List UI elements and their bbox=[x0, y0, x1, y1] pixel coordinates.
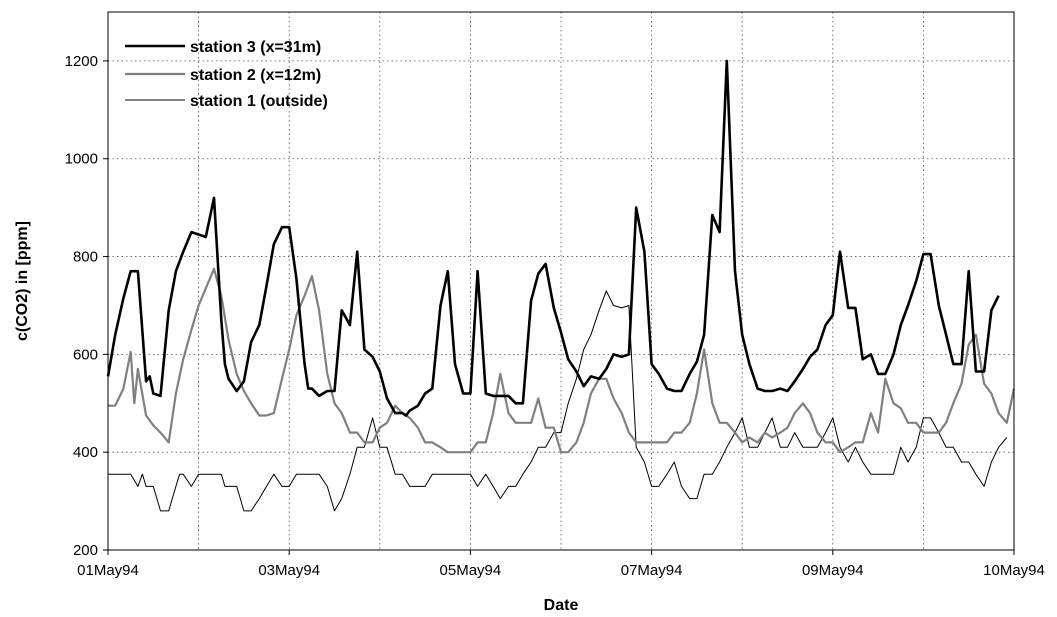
axis-ticks: 200 400 600 800 1000 1200 01May94 03May94 05May9… bbox=[65, 53, 1045, 579]
y-tick-label: 400 bbox=[73, 444, 98, 461]
series-line-station-1 bbox=[108, 290, 1008, 512]
x-tick-label: 09May94 bbox=[802, 562, 864, 579]
y-tick-label: 1200 bbox=[65, 53, 98, 70]
plot-frame bbox=[107, 11, 1015, 551]
legend-label-station-3: station 3 (x=31m) bbox=[190, 39, 321, 56]
legend-label-station-1: station 1 (outside) bbox=[190, 93, 328, 110]
y-tick-label: 200 bbox=[73, 542, 98, 559]
y-tick-label: 800 bbox=[73, 249, 98, 266]
x-tick-label: 10May94 bbox=[983, 562, 1045, 579]
x-tick-label: 03May94 bbox=[258, 562, 320, 579]
y-tick-label: 1000 bbox=[65, 151, 98, 168]
x-tick-label: 01May94 bbox=[77, 562, 139, 579]
x-tick-label: 07May94 bbox=[621, 562, 683, 579]
x-tick-label: 05May94 bbox=[440, 562, 502, 579]
y-tick-label: 600 bbox=[73, 346, 98, 363]
legend-label-station-2: station 2 (x=12m) bbox=[190, 67, 321, 84]
legend: station 3 (x=31m) station 2 (x=12m) stat… bbox=[125, 39, 328, 110]
x-axis-title: Date bbox=[544, 597, 579, 614]
series-line-station-2 bbox=[108, 267, 1016, 454]
series-lines bbox=[106, 59, 1016, 512]
series-line-station-3 bbox=[106, 59, 1000, 417]
y-axis-title: c(CO2) in [ppm] bbox=[14, 221, 31, 341]
